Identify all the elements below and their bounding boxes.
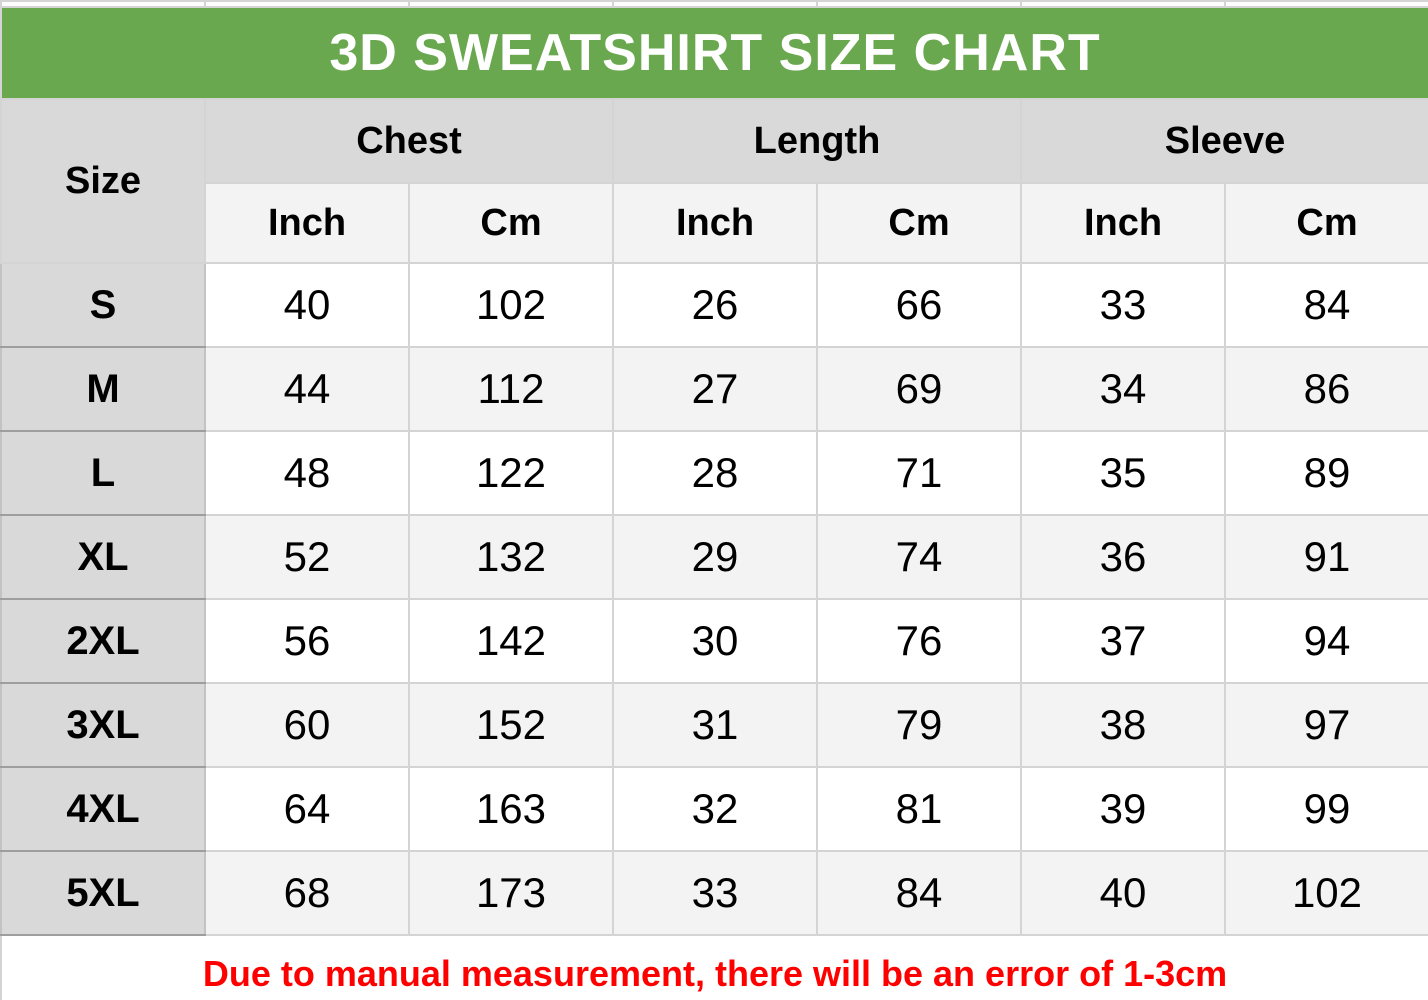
cell-length-cm: 74 xyxy=(816,514,1022,600)
cell-length-inch: 33 xyxy=(612,850,818,936)
row-size-label: 5XL xyxy=(0,850,206,936)
unit-header-row: Inch Cm Inch Cm Inch Cm xyxy=(1,182,1428,264)
title-banner-row: 3D SWEATSHIRT SIZE CHART xyxy=(0,6,1428,100)
table-row-m: M 44 112 27 69 34 86 xyxy=(0,346,1428,432)
cell-chest-cm: 173 xyxy=(408,850,614,936)
cell-length-inch: 31 xyxy=(612,682,818,768)
cell-chest-inch: 60 xyxy=(204,682,410,768)
empty-cell xyxy=(1020,0,1226,8)
cell-sleeve-cm: 84 xyxy=(1224,262,1428,348)
cell-sleeve-inch: 40 xyxy=(1020,850,1226,936)
unit-header-sleeve-cm: Cm xyxy=(1224,182,1428,264)
cell-chest-inch: 40 xyxy=(204,262,410,348)
cell-chest-cm: 142 xyxy=(408,598,614,684)
unit-header-sleeve-inch: Inch xyxy=(1020,182,1226,264)
cell-length-cm: 76 xyxy=(816,598,1022,684)
unit-header-length-cm: Cm xyxy=(816,182,1022,264)
cell-length-cm: 66 xyxy=(816,262,1022,348)
cell-chest-cm: 102 xyxy=(408,262,614,348)
table-row-4xl: 4XL 64 163 32 81 39 99 xyxy=(0,766,1428,852)
cell-sleeve-inch: 35 xyxy=(1020,430,1226,516)
row-size-label: M xyxy=(0,346,206,432)
unit-header-chest-cm: Cm xyxy=(408,182,614,264)
cell-length-cm: 84 xyxy=(816,850,1022,936)
cell-chest-cm: 152 xyxy=(408,682,614,768)
cell-sleeve-cm: 91 xyxy=(1224,514,1428,600)
cell-sleeve-cm: 97 xyxy=(1224,682,1428,768)
empty-cell xyxy=(612,0,818,8)
cell-length-inch: 26 xyxy=(612,262,818,348)
cell-length-cm: 71 xyxy=(816,430,1022,516)
empty-cell xyxy=(204,0,410,8)
cell-length-inch: 27 xyxy=(612,346,818,432)
table-row-l: L 48 122 28 71 35 89 xyxy=(0,430,1428,516)
cell-sleeve-inch: 34 xyxy=(1020,346,1226,432)
cell-chest-cm: 112 xyxy=(408,346,614,432)
group-header-row: Size Chest Length Sleeve xyxy=(0,98,1428,264)
cell-length-inch: 29 xyxy=(612,514,818,600)
cell-sleeve-cm: 102 xyxy=(1224,850,1428,936)
cell-sleeve-inch: 39 xyxy=(1020,766,1226,852)
cell-length-cm: 81 xyxy=(816,766,1022,852)
cell-length-cm: 69 xyxy=(816,346,1022,432)
cell-sleeve-inch: 33 xyxy=(1020,262,1226,348)
empty-cell xyxy=(408,0,614,8)
table-row-xl: XL 52 132 29 74 36 91 xyxy=(0,514,1428,600)
row-size-label: XL xyxy=(0,514,206,600)
cell-chest-inch: 52 xyxy=(204,514,410,600)
page-title: 3D SWEATSHIRT SIZE CHART xyxy=(0,6,1428,100)
spreadsheet-partial-row-top xyxy=(0,0,1428,8)
cell-chest-cm: 122 xyxy=(408,430,614,516)
cell-length-cm: 79 xyxy=(816,682,1022,768)
row-size-label: 2XL xyxy=(0,598,206,684)
cell-chest-inch: 56 xyxy=(204,598,410,684)
empty-cell xyxy=(816,0,1022,8)
cell-length-inch: 28 xyxy=(612,430,818,516)
empty-cell xyxy=(0,0,206,8)
cell-length-inch: 30 xyxy=(612,598,818,684)
cell-length-inch: 32 xyxy=(612,766,818,852)
column-header-size: Size xyxy=(0,98,206,264)
cell-chest-cm: 163 xyxy=(408,766,614,852)
group-header-length: Length xyxy=(612,98,1022,184)
cell-chest-inch: 64 xyxy=(204,766,410,852)
note-row: Due to manual measurement, there will be… xyxy=(0,934,1428,1000)
measurement-note: Due to manual measurement, there will be… xyxy=(0,934,1428,1000)
row-size-label: 3XL xyxy=(0,682,206,768)
cell-chest-inch: 48 xyxy=(204,430,410,516)
cell-sleeve-cm: 94 xyxy=(1224,598,1428,684)
cell-sleeve-inch: 38 xyxy=(1020,682,1226,768)
cell-sleeve-cm: 86 xyxy=(1224,346,1428,432)
cell-chest-inch: 44 xyxy=(204,346,410,432)
group-header-chest: Chest xyxy=(204,98,614,184)
cell-sleeve-cm: 89 xyxy=(1224,430,1428,516)
row-size-label: L xyxy=(0,430,206,516)
table-row-2xl: 2XL 56 142 30 76 37 94 xyxy=(0,598,1428,684)
row-size-label: S xyxy=(0,262,206,348)
unit-header-chest-inch: Inch xyxy=(204,182,410,264)
table-row-s: S 40 102 26 66 33 84 xyxy=(0,262,1428,348)
cell-chest-inch: 68 xyxy=(204,850,410,936)
group-header-sleeve: Sleeve xyxy=(1020,98,1428,184)
cell-sleeve-inch: 37 xyxy=(1020,598,1226,684)
cell-chest-cm: 132 xyxy=(408,514,614,600)
table-row-5xl: 5XL 68 173 33 84 40 102 xyxy=(0,850,1428,936)
unit-header-length-inch: Inch xyxy=(612,182,818,264)
table-row-3xl: 3XL 60 152 31 79 38 97 xyxy=(0,682,1428,768)
cell-sleeve-cm: 99 xyxy=(1224,766,1428,852)
cell-sleeve-inch: 36 xyxy=(1020,514,1226,600)
row-size-label: 4XL xyxy=(0,766,206,852)
